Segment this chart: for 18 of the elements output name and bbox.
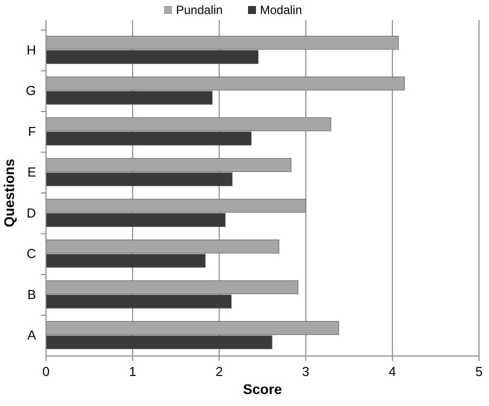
x-axis-title: Score <box>243 381 282 397</box>
legend-label: Modalin <box>260 3 302 17</box>
y-tick-label: D <box>26 205 36 220</box>
y-tick-label: H <box>26 42 36 58</box>
x-tick-label: 2 <box>216 364 223 379</box>
x-tick-label: 0 <box>42 364 50 379</box>
y-axis-title: Questions <box>1 158 17 228</box>
y-tick-label: C <box>26 246 36 262</box>
y-tick-label: F <box>28 124 36 139</box>
y-tick-label: G <box>26 83 36 98</box>
y-tick-label: E <box>27 164 36 180</box>
x-tick-label: 1 <box>128 364 136 379</box>
x-tick-label: 4 <box>388 364 396 379</box>
y-tick-label: A <box>27 328 36 343</box>
y-tick-label: B <box>27 286 36 302</box>
legend-label: Pundalin <box>176 3 223 17</box>
x-tick-label: 5 <box>475 364 483 379</box>
x-tick-label: 3 <box>302 364 310 379</box>
